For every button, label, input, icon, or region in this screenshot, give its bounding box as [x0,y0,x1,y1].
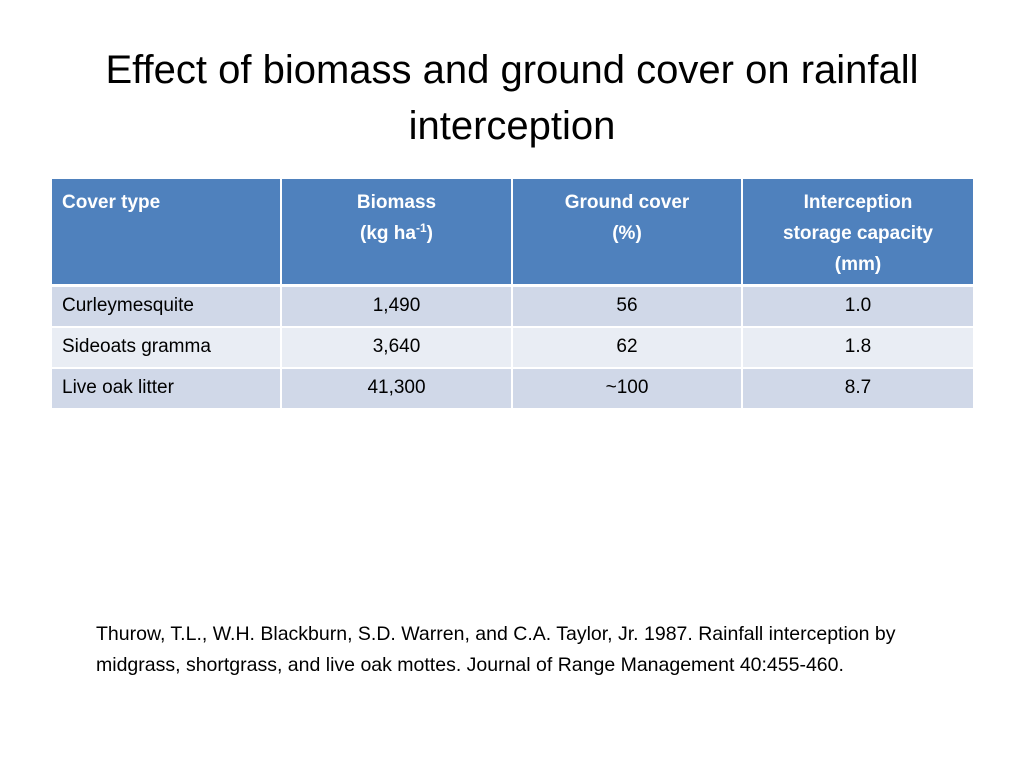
header-biomass-unit-prefix: (kg ha [360,223,416,244]
header-ground-cover-label: Ground cover [564,192,690,213]
table-row: Curleymesquite 1,490 56 1.0 [52,285,973,328]
header-interception: Interception storage capacity (mm) [742,179,973,287]
cell-interception: 1.8 [742,326,973,369]
cell-cover-type: Curleymesquite [52,285,282,328]
cell-biomass: 41,300 [281,367,513,410]
header-biomass-unit-sup: -1 [415,221,427,235]
cell-cover-type: Live oak litter [52,367,282,410]
cell-ground-cover: ~100 [512,367,743,410]
header-interception-line2: storage capacity [783,223,933,244]
header-ground-cover-unit: (%) [612,223,642,244]
header-biomass-unit-suffix: ) [426,223,433,244]
citation: Thurow, T.L., W.H. Blackburn, S.D. Warre… [96,623,896,676]
header-interception-line1: Interception [803,192,913,213]
header-ground-cover: Ground cover (%) [512,179,743,287]
header-cover-type: Cover type [52,179,282,287]
header-biomass: Biomass (kg ha-1) [281,179,513,287]
header-interception-unit: (mm) [834,254,882,275]
header-biomass-label: Biomass [356,192,437,213]
data-table: Cover type Biomass (kg ha-1) Ground cove… [52,179,973,410]
table-row: Live oak litter 41,300 ~100 8.7 [52,367,973,410]
cell-ground-cover: 56 [512,285,743,328]
header-cover-type-label: Cover type [62,192,161,213]
table-header-row: Cover type Biomass (kg ha-1) Ground cove… [52,179,973,287]
cell-ground-cover: 62 [512,326,743,369]
cell-biomass: 3,640 [281,326,513,369]
cell-biomass: 1,490 [281,285,513,328]
table-row: Sideoats gramma 3,640 62 1.8 [52,326,973,369]
cell-interception: 8.7 [742,367,973,410]
slide-title: Effect of biomass and ground cover on ra… [105,48,919,148]
cell-interception: 1.0 [742,285,973,328]
cell-cover-type: Sideoats gramma [52,326,282,369]
